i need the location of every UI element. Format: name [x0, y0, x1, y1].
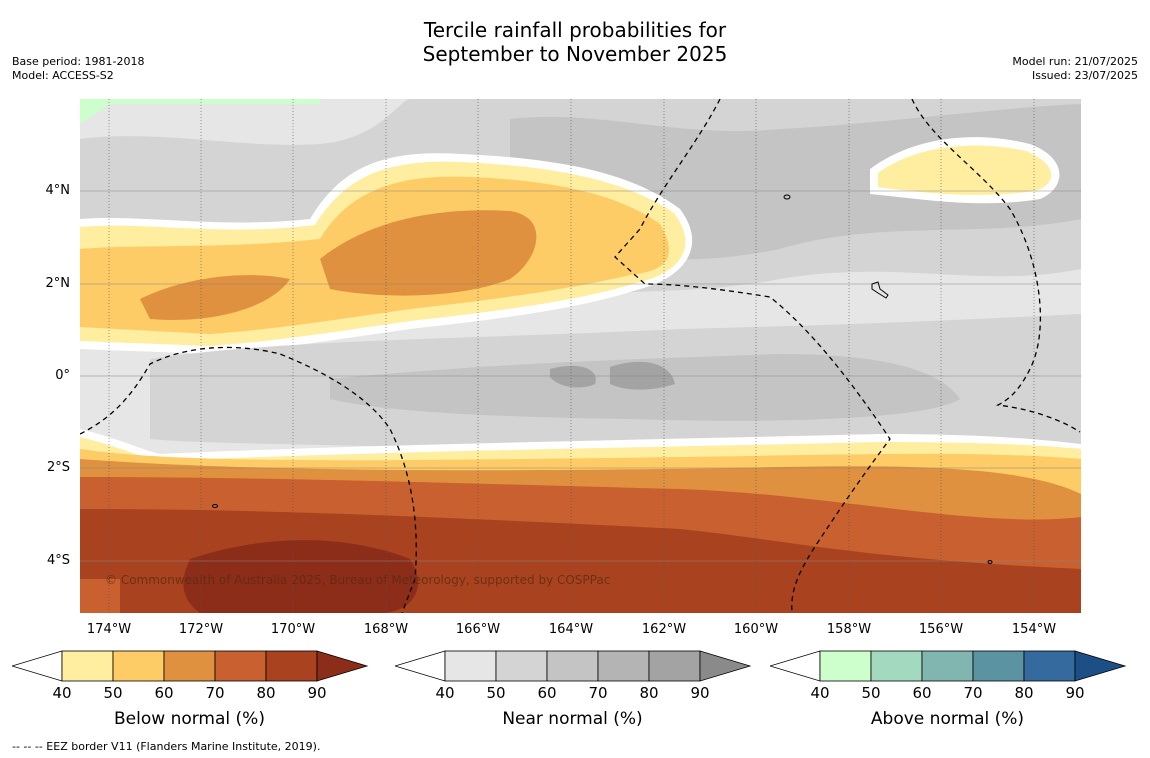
above-normal-colorbar-segment	[870, 650, 923, 682]
meta-left: Base period: 1981-2018 Model: ACCESS-S2	[12, 55, 144, 83]
near-normal-tick-label: 70	[588, 684, 608, 702]
lon-label-154w: 154°W	[1011, 622, 1057, 637]
near-normal-colorbar-segment	[597, 650, 650, 682]
meta-right: Model run: 21/07/2025 Issued: 23/07/2025	[1012, 55, 1138, 83]
below-normal-tick-label: 70	[205, 684, 225, 702]
lon-label-158w: 158°W	[826, 622, 872, 637]
near-normal-colorbar-segment	[495, 650, 548, 682]
near-normal-tick-label: 60	[537, 684, 557, 702]
below-normal-colorbar-segment	[61, 650, 114, 682]
issued-date: Issued: 23/07/2025	[1031, 69, 1138, 82]
near-normal-tick-label: 80	[639, 684, 659, 702]
near-normal-tick-label: 50	[486, 684, 506, 702]
lon-label-168w: 168°W	[363, 622, 409, 637]
near-normal-colorbar-low-extension	[395, 650, 446, 682]
lon-label-170w: 170°W	[270, 622, 316, 637]
above-normal-colorbar-low-extension	[770, 650, 821, 682]
below-normal-colorbar-segment	[112, 650, 165, 682]
below-normal-tick-label: 40	[52, 684, 72, 702]
title-line-1: Tercile rainfall probabilities for	[423, 18, 727, 42]
below-normal-90-patch	[183, 540, 419, 613]
eez-footnote: -- -- -- EEZ border V11 (Flanders Marine…	[12, 740, 321, 753]
above-normal-tick-label: 70	[963, 684, 983, 702]
lon-label-172w: 172°W	[178, 622, 224, 637]
lat-label-4n: 4°N	[45, 183, 71, 198]
copyright-notice: © Commonwealth of Australia 2025, Bureau…	[105, 573, 610, 587]
below-normal-colorbar-low-extension	[12, 650, 63, 682]
above-normal-tick-label: 50	[861, 684, 881, 702]
above-normal-colorbar-segment	[819, 650, 872, 682]
near-normal-tick-label: 40	[435, 684, 455, 702]
map-canvas: © Commonwealth of Australia 2025, Bureau…	[79, 98, 1081, 614]
below-normal-tick-label: 80	[256, 684, 276, 702]
model-name: Model: ACCESS-S2	[12, 69, 114, 82]
below-normal-tick-label: 50	[103, 684, 123, 702]
lat-label-0: 0°	[55, 368, 70, 383]
near-normal-colorbar-high-extension	[699, 650, 752, 682]
above-normal-colorbar-segment	[921, 650, 974, 682]
near-normal-colorbar	[395, 650, 752, 682]
below-normal-colorbar-segment	[265, 650, 318, 682]
lon-label-162w: 162°W	[641, 622, 687, 637]
above-normal-colorbar	[770, 650, 1127, 682]
below-normal-colorbar	[12, 650, 369, 682]
lon-label-164w: 164°W	[548, 622, 594, 637]
below-normal-tick-label: 90	[307, 684, 327, 702]
lat-label-2n: 2°N	[45, 276, 71, 291]
lon-label-156w: 156°W	[918, 622, 964, 637]
near-normal-80-patch	[550, 365, 596, 388]
below-normal-colorbar-segment	[214, 650, 267, 682]
eez-border-lines	[79, 98, 1081, 614]
near-normal-colorbar-segment	[546, 650, 599, 682]
model-run: Model run: 21/07/2025	[1012, 55, 1138, 68]
above-normal-colorbar-segment	[1023, 650, 1076, 682]
above-normal-tick-label: 60	[912, 684, 932, 702]
lat-label-4s: 4°S	[46, 553, 70, 568]
lon-label-160w: 160°W	[733, 622, 779, 637]
islands	[212, 194, 993, 564]
below-normal-legend-title: Below normal (%)	[114, 709, 265, 729]
lon-label-166w: 166°W	[455, 622, 501, 637]
above-normal-legend-title: Above normal (%)	[870, 709, 1025, 729]
lon-label-174w: 174°W	[86, 622, 132, 637]
below-normal-40-ne	[878, 145, 1052, 195]
above-normal-colorbar-high-extension	[1074, 650, 1127, 682]
lat-label-2s: 2°S	[46, 460, 70, 475]
below-normal-tick-label: 60	[154, 684, 174, 702]
above-normal-tick-label: 80	[1014, 684, 1034, 702]
near-normal-colorbar-segment	[444, 650, 497, 682]
base-period: Base period: 1981-2018	[12, 55, 145, 68]
lat-gridlines	[80, 190, 1081, 562]
above-normal-40-corner	[80, 99, 320, 124]
above-normal-tick-label: 90	[1065, 684, 1085, 702]
below-normal-colorbar-high-extension	[316, 650, 369, 682]
above-normal-colorbar-segment	[972, 650, 1025, 682]
below-normal-60-north-core	[320, 210, 537, 296]
below-normal-colorbar-segment	[163, 650, 216, 682]
near-normal-tick-label: 90	[690, 684, 710, 702]
title-line-2: September to November 2025	[422, 42, 728, 66]
map-panel: © Commonwealth of Australia 2025, Bureau…	[79, 98, 1081, 614]
above-normal-tick-label: 40	[810, 684, 830, 702]
chart-title: Tercile rainfall probabilities for Septe…	[0, 18, 1150, 66]
below-normal-60-north-west	[140, 275, 290, 320]
near-normal-legend-title: Near normal (%)	[502, 709, 643, 729]
near-normal-colorbar-segment	[648, 650, 701, 682]
below-normal-70-sw	[80, 579, 120, 613]
